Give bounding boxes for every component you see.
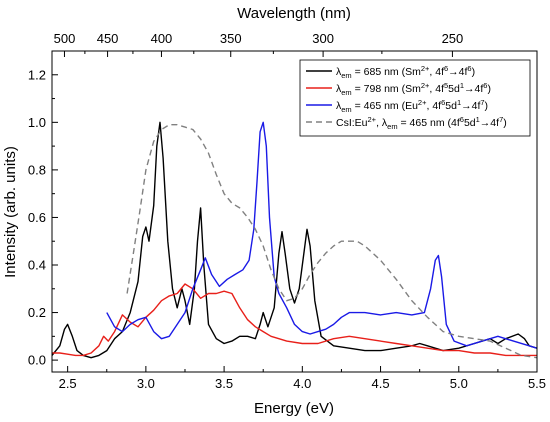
plot-frame [51,50,538,373]
legend-label-465: λem = 465 nm (Eu2+, 4f65d1→4f7) [336,98,488,114]
series-line-2 [106,121,537,349]
x-tick-label: 4.0 [293,376,311,391]
y-axis-title: Intensity (arb. units) [2,146,19,278]
y-tick-label: 0.0 [28,353,46,368]
legend: λem = 685 nm (Sm2+, 4f6→4f6) λem = 798 n… [299,59,531,137]
y-tick-label: 1.2 [28,67,46,82]
legend-label-csi: CsI:Eu2+, λem = 465 nm (4f65d1→4f7) [336,115,507,131]
y-tick-label: 1.0 [28,115,46,130]
x2-tick-label: 400 [151,31,173,46]
x-tick-label: 2.5 [59,376,77,391]
series-line-3 [126,124,537,359]
y-tick-label: 0.4 [28,258,46,273]
x-axis-title: Energy (eV) [254,400,334,417]
legend-label-685: λem = 685 nm (Sm2+, 4f6→4f6) [336,64,475,80]
y-tick-label: 0.6 [28,210,46,225]
x2-tick-label: 450 [97,31,119,46]
legend-box [299,59,531,137]
y-tick-label: 0.2 [28,305,46,320]
x2-tick-label: 300 [312,31,334,46]
x2-axis-title: Wavelength (nm) [237,5,351,22]
x-tick-label: 3.0 [137,376,155,391]
x2-tick-label: 350 [220,31,242,46]
x-tick-label: 4.5 [372,376,390,391]
series-layer [52,121,537,359]
series-line-0 [52,121,537,359]
y-tick-label: 0.8 [28,162,46,177]
x2-tick-label: 500 [54,31,76,46]
x-tick-label: 5.5 [528,376,546,391]
axes-layer: 2.5 3.0 3.5 4.0 4.5 5.0 5.5 0.0 0.2 0.4 0.6 0.8 1.0 1… [28,31,546,391]
legend-label-798: λem = 798 nm (Sm2+, 4f55d1→4f6) [336,81,491,97]
x-tick-label: 5.0 [450,376,468,391]
x-tick-label: 3.5 [215,376,233,391]
series-line-1 [52,283,537,357]
x2-tick-label: 250 [442,31,464,46]
